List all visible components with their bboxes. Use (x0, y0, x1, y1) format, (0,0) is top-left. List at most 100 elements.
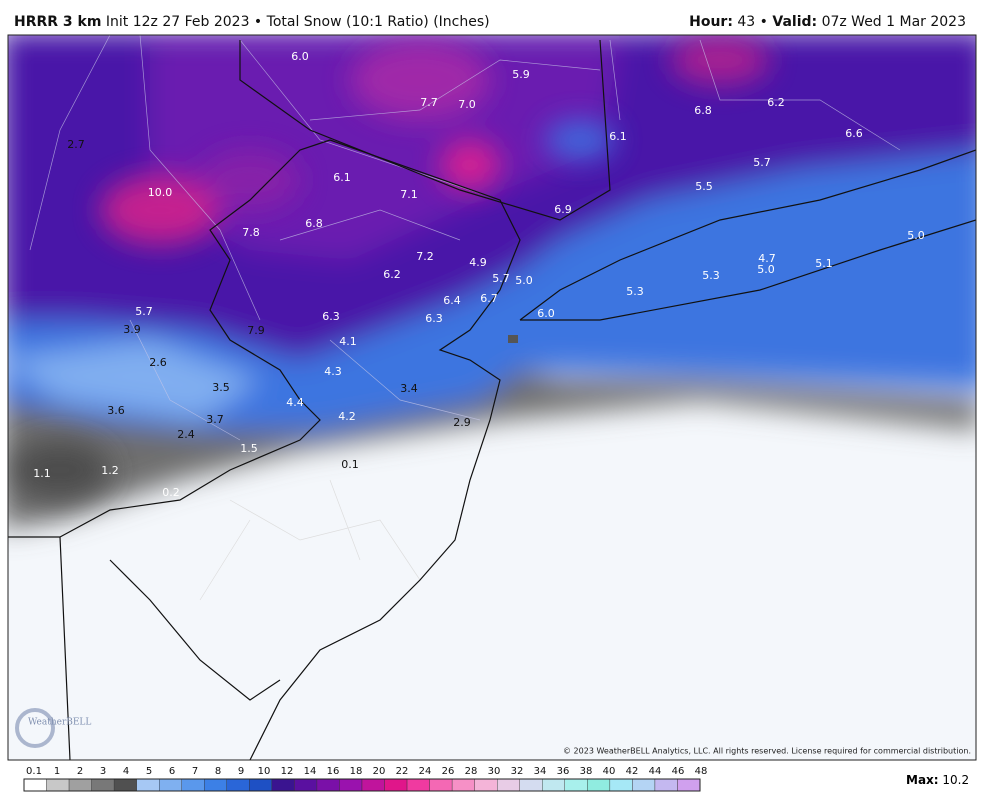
snow-label: 6.4 (443, 294, 461, 307)
snow-label: 4.4 (286, 396, 304, 409)
colorbar-swatch (361, 778, 385, 792)
colorbar-swatch (113, 778, 137, 792)
colorbar-swatch (249, 778, 273, 792)
colorbar-label: 14 (304, 766, 317, 777)
colorbar-swatch (226, 778, 250, 792)
logo: WeatherBELL (28, 718, 91, 728)
snow-label: 5.3 (626, 285, 644, 298)
colorbar-label: 8 (215, 766, 221, 777)
colorbar-swatch (497, 778, 520, 792)
max-value: 10.2 (942, 773, 969, 787)
colorbar-swatch (204, 778, 227, 792)
snow-label: 4.9 (469, 256, 487, 269)
map (8, 35, 976, 760)
snow-label: 4.1 (339, 335, 357, 348)
colorbar-swatch (23, 778, 47, 792)
logo-swirl (15, 708, 55, 748)
colorbar-label: 44 (649, 766, 662, 777)
colorbar-swatch (91, 778, 115, 792)
colorbar-label: 2 (77, 766, 83, 777)
snow-label: 7.9 (247, 324, 265, 337)
snow-label: 6.8 (305, 217, 323, 230)
header-right: Hour: 43 • Valid: 07z Wed 1 Mar 2023 (689, 14, 966, 30)
colorbar-label: 3 (100, 766, 106, 777)
snow-label: 3.6 (107, 404, 125, 417)
colorbar: 0.1 1 2 3 4 5 6 7 8 9 10 12 14 16 18 20 22 24 26 28 30 32 34 36… (23, 766, 708, 792)
snow-label: 6.2 (383, 268, 401, 281)
max: Max: 10.2 (906, 773, 969, 787)
colorbar-label: 9 (238, 766, 244, 777)
colorbar-swatch (136, 778, 160, 792)
snow-label: 5.0 (757, 263, 775, 276)
colorbar-label: 42 (626, 766, 639, 777)
colorbar-swatch (474, 778, 498, 792)
description: Init 12z 27 Feb 2023 • Total Snow (10:1 … (106, 14, 490, 30)
header-left: HRRR 3 km Init 12z 27 Feb 2023 • Total S… (14, 14, 490, 30)
snow-label: 4.7 (758, 252, 776, 265)
colorbar-frame (23, 778, 701, 792)
snow-label: 7.0 (458, 98, 476, 111)
snow-label: 7.2 (416, 250, 434, 263)
colorbar-label: 30 (488, 766, 501, 777)
copyright: © 2023 WeatherBELL Analytics, LLC. All r… (563, 747, 971, 756)
colorbar-label: 28 (465, 766, 478, 777)
snow-label: 3.4 (400, 382, 418, 395)
snow-label: 2.6 (149, 356, 167, 369)
separator: • (760, 14, 768, 30)
snow-label: 4.3 (324, 365, 342, 378)
snow-label: 1.2 (101, 464, 119, 477)
colorbar-label: 0.1 (26, 766, 42, 777)
colorbar-swatch (271, 778, 295, 792)
snow-label: 6.0 (291, 50, 309, 63)
colorbar-swatch (542, 778, 565, 792)
colorbar-label: 1 (54, 766, 60, 777)
snow-label: 6.2 (767, 96, 785, 109)
valid: 07z Wed 1 Mar 2023 (822, 14, 966, 30)
snow-label: 6.0 (537, 307, 555, 320)
snow-label: 6.8 (694, 104, 712, 117)
colorbar-swatch (316, 778, 340, 792)
map-frame (7, 34, 977, 761)
colorbar-label: 18 (350, 766, 363, 777)
snow-label: 5.7 (492, 272, 510, 285)
snow-label: 10.0 (148, 186, 173, 199)
county-lines (29, 35, 901, 441)
snow-label: 5.1 (815, 257, 833, 270)
snow-label: 5.0 (907, 229, 925, 242)
colorbar-label: 48 (695, 766, 708, 777)
colorbar-swatch (654, 778, 678, 792)
county-lines-south (199, 479, 421, 601)
snow-label: 6.1 (333, 171, 351, 184)
snow-label: 4.2 (338, 410, 356, 423)
colorbar-label: 10 (258, 766, 271, 777)
colorbar-swatch (429, 778, 453, 792)
colorbar-label: 5 (146, 766, 152, 777)
snow-label: 7.1 (400, 188, 418, 201)
snow-label: 2.9 (453, 416, 471, 429)
snow-label: 2.7 (67, 138, 85, 151)
colorbar-label: 16 (327, 766, 340, 777)
colorbar-swatch (158, 778, 182, 792)
model: HRRR 3 km (14, 14, 101, 30)
colorbar-swatch (294, 778, 318, 792)
snow-label: 3.5 (212, 381, 230, 394)
snow-label: 7.7 (420, 96, 438, 109)
colorbar-label: 34 (534, 766, 547, 777)
map-labels: 6.0 5.9 7.7 7.0 6.8 6.2 6.6 6.1 2.7 6.1 7.1 5.7 5.5 1… (33, 50, 925, 499)
snow-label: 3.7 (206, 413, 224, 426)
coastline (8, 39, 976, 760)
colorbar-swatch (384, 778, 408, 792)
colorbar-label: 4 (123, 766, 129, 777)
colorbar-swatch (677, 778, 701, 792)
colorbar-swatch (587, 778, 611, 792)
colorbar-label: 32 (511, 766, 524, 777)
snow-label: 5.9 (512, 68, 530, 81)
snow-label: 6.7 (480, 292, 498, 305)
colorbar-label: 36 (557, 766, 570, 777)
snow-label: 3.9 (123, 323, 141, 336)
max-label: Max: (906, 773, 939, 787)
colorbar-swatch (632, 778, 656, 792)
snow-label: 2.4 (177, 428, 195, 441)
snow-label: 6.1 (609, 130, 627, 143)
